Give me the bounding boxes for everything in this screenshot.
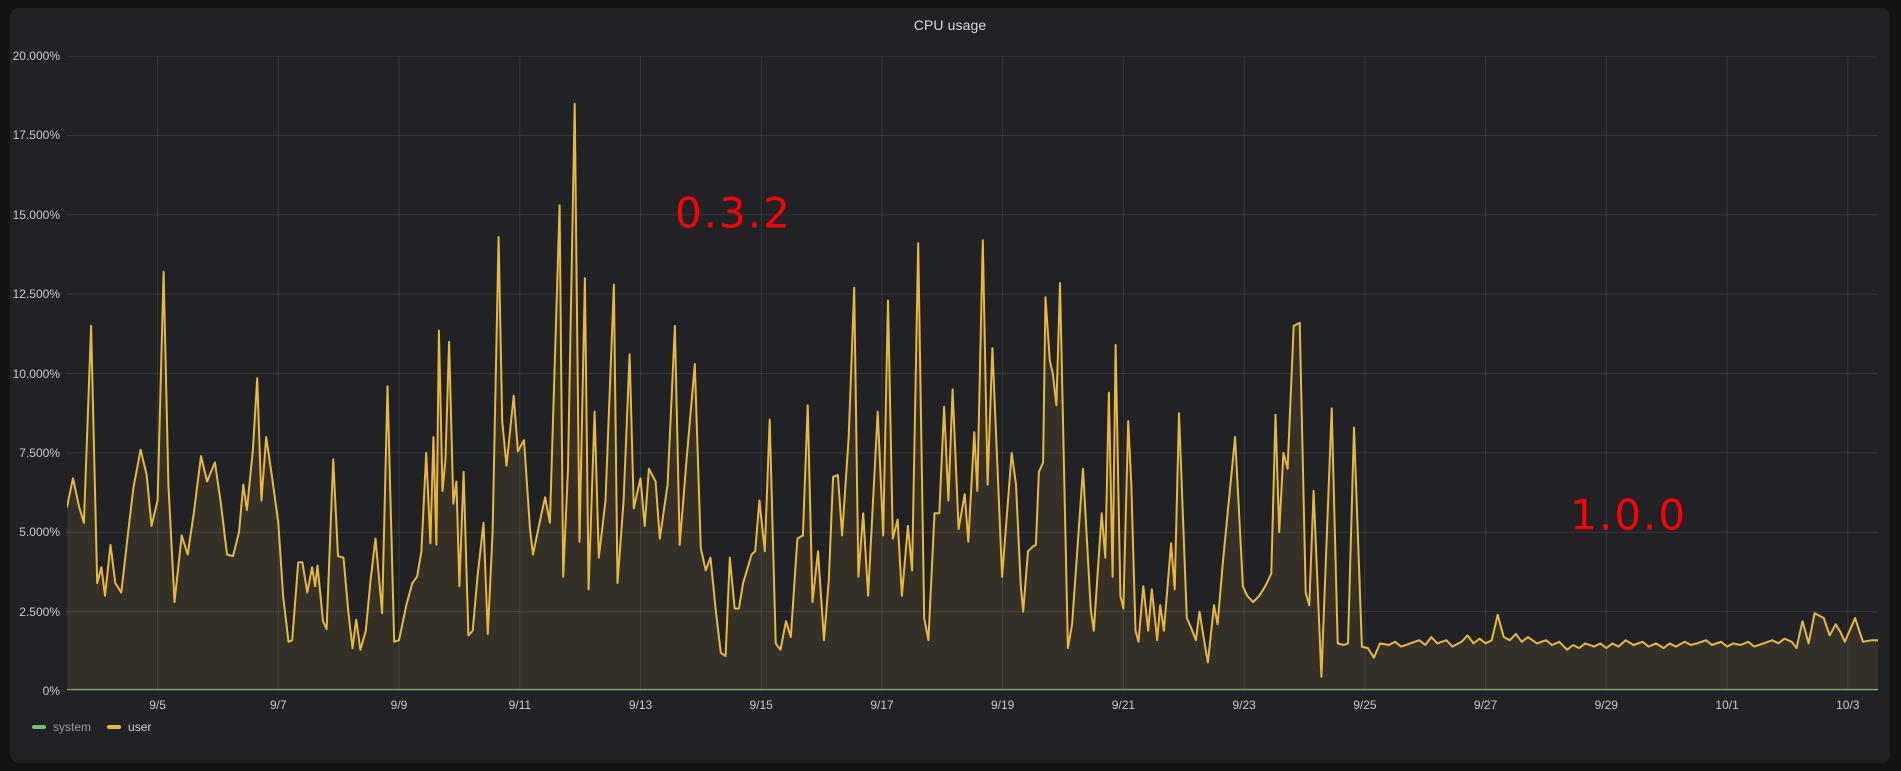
y-tick-label: 17.500% <box>12 128 60 143</box>
y-tick-label: 15.000% <box>12 207 60 222</box>
legend-swatch <box>32 725 46 729</box>
y-tick-label: 0% <box>42 684 60 698</box>
x-tick-label: 9/19 <box>991 698 1015 712</box>
x-tick-label: 9/13 <box>628 698 653 712</box>
y-tick-label: 5.000% <box>19 525 60 540</box>
cpu-usage-panel: CPU usage 0% 2.500% 5.000% 7.500% 10.000% 12.… <box>10 8 1890 763</box>
y-tick-label: 2.500% <box>19 604 60 619</box>
x-tick-label: 9/9 <box>390 698 408 712</box>
y-tick-label: 12.500% <box>12 287 60 302</box>
x-tick-label: 9/17 <box>870 698 894 712</box>
legend-item-label: user <box>128 720 152 734</box>
legend-swatch <box>107 725 122 729</box>
panel-title[interactable]: CPU usage <box>913 17 987 33</box>
legend: system user <box>32 720 151 734</box>
legend-item-system[interactable]: system <box>32 720 91 734</box>
x-tick-label: 9/11 <box>508 698 532 712</box>
series-line-user <box>67 102 1878 678</box>
x-tick-label: 9/23 <box>1232 698 1256 712</box>
x-tick-label: 9/21 <box>1111 698 1136 712</box>
x-tick-label: 9/15 <box>749 698 773 712</box>
legend-item-label: system <box>53 720 92 734</box>
x-tick-label: 9/7 <box>269 698 287 712</box>
y-tick-label: 10.000% <box>12 366 60 381</box>
y-tick-label: 20.000% <box>12 49 60 63</box>
x-tick-label: 9/29 <box>1594 698 1618 712</box>
x-tick-label: 9/25 <box>1353 698 1377 712</box>
x-tick-label: 10/1 <box>1715 698 1739 712</box>
x-tick-label: 9/5 <box>149 698 166 712</box>
y-tick-label: 7.500% <box>19 445 60 460</box>
legend-item-user[interactable]: user <box>107 720 151 734</box>
series-fill-user <box>67 103 1878 691</box>
x-tick-label: 9/27 <box>1473 698 1498 712</box>
chart-plot-area[interactable] <box>67 56 1878 691</box>
x-tick-label: 10/3 <box>1836 698 1860 712</box>
